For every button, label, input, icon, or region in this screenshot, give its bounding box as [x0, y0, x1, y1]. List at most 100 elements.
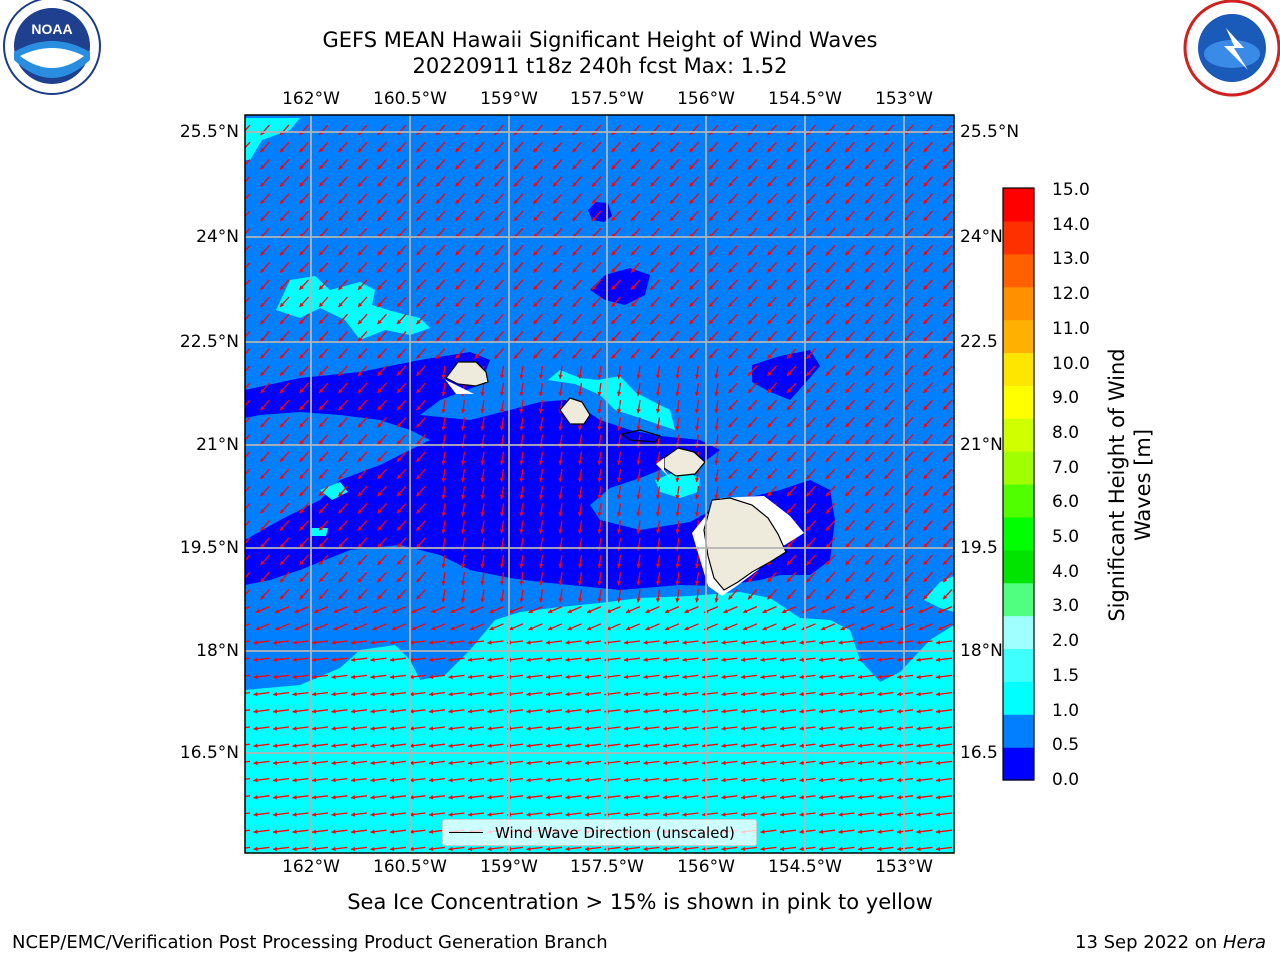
wind-wave-arrowhead: [858, 743, 863, 748]
wind-wave-arrowhead: [884, 560, 889, 565]
wind-wave-arrowhead: [650, 216, 655, 221]
wind-wave-arrowhead: [884, 595, 889, 600]
wind-wave-arrowhead: [748, 251, 753, 256]
wind-wave-arrowhead: [280, 440, 285, 445]
wind-wave-arrowhead: [838, 691, 843, 697]
wave-height-band-1.0-1.5-se-patch: [310, 528, 328, 536]
wind-wave-arrowhead: [858, 795, 863, 800]
wind-wave-arrowhead: [475, 199, 480, 204]
wind-wave-arrowhead: [358, 474, 363, 479]
wind-wave-arrowhead: [468, 709, 473, 714]
wind-wave-arrowhead: [826, 285, 831, 290]
wind-wave-arrowhead: [331, 726, 336, 731]
wind-wave-arrowhead: [429, 777, 434, 783]
wind-wave-arrowhead: [358, 319, 363, 325]
wind-wave-arrowhead: [650, 354, 655, 359]
wind-wave-arrowhead: [728, 199, 733, 204]
wind-wave-arrowhead: [319, 354, 324, 359]
wind-wave-arrowhead: [923, 251, 928, 256]
wind-wave-arrowhead: [331, 760, 336, 766]
wind-wave-arrowhead: [943, 182, 948, 187]
wind-wave-arrowhead: [236, 626, 241, 630]
wind-wave-arrowhead: [631, 199, 636, 204]
wind-wave-arrowhead: [636, 408, 641, 414]
wind-wave-arrowhead: [526, 726, 531, 731]
wind-wave-arrowhead: [572, 285, 577, 290]
wind-wave-arrowhead: [319, 474, 324, 479]
wind-wave-arrowhead: [624, 640, 629, 645]
wind-wave-arrowhead: [416, 388, 421, 393]
wind-wave-arrowhead: [611, 285, 616, 290]
wind-wave-arrowhead: [558, 374, 563, 379]
wind-wave-arrowhead: [397, 371, 402, 376]
wind-wave-arrowhead: [845, 474, 850, 479]
figure-caption: Sea Ice Concentration > 15% is shown in …: [347, 890, 933, 914]
wind-wave-arrowhead: [780, 846, 785, 852]
wind-wave-arrowhead: [865, 371, 870, 376]
wind-wave-arrowhead: [234, 847, 238, 851]
wind-wave-arrowhead: [294, 626, 299, 631]
wind-wave-arrowhead: [611, 302, 616, 307]
wind-wave-arrowhead: [780, 709, 785, 714]
wind-wave-arrowhead: [845, 319, 850, 325]
wind-wave-arrowhead: [441, 391, 446, 396]
wind-wave-arrowhead: [631, 354, 636, 359]
wind-wave-arrowhead: [546, 674, 551, 680]
wind-wave-arrowhead: [865, 251, 870, 256]
wind-wave-arrowhead: [468, 657, 473, 662]
wind-wave-arrowhead: [558, 391, 563, 396]
wind-wave-arrowhead: [728, 388, 733, 393]
wind-wave-arrowhead: [397, 302, 402, 307]
wind-wave-arrowhead: [377, 371, 382, 376]
wind-wave-arrowhead: [299, 595, 304, 600]
wind-wave-arrowhead: [897, 674, 902, 680]
wind-wave-arrowhead: [299, 285, 304, 290]
wind-wave-arrowhead: [655, 494, 661, 500]
wind-wave-arrowhead: [487, 760, 492, 766]
wind-wave-arrowhead: [819, 657, 824, 662]
wind-wave-arrowhead: [897, 777, 902, 783]
wind-wave-arrowhead: [682, 691, 687, 697]
wind-wave-arrowhead: [918, 609, 923, 613]
wind-wave-arrowhead: [845, 165, 850, 170]
wind-wave-arrowhead: [234, 812, 238, 816]
colorbar-tick-label: 1.5: [1052, 665, 1080, 686]
wind-wave-arrowhead: [333, 626, 338, 631]
wind-wave-arrowhead: [826, 491, 831, 497]
wind-wave-arrowhead: [682, 657, 687, 662]
colorbar-tick-label: 15.0: [1052, 180, 1090, 200]
wind-wave-arrowhead: [597, 529, 602, 534]
wind-wave-arrowhead: [480, 598, 485, 603]
wind-wave-arrowhead: [643, 691, 648, 697]
wind-wave-arrowhead: [494, 182, 499, 187]
wind-wave-arrowhead: [526, 846, 531, 852]
wind-wave-arrowhead: [499, 580, 505, 586]
wind-wave-arrowhead: [319, 509, 324, 514]
wind-wave-arrowhead: [728, 474, 733, 479]
wind-wave-arrowhead: [943, 147, 948, 153]
wind-wave-arrowhead: [273, 829, 278, 834]
wind-wave-arrowhead: [616, 374, 622, 379]
lon-tick-top: 159°W: [480, 89, 538, 109]
wind-wave-arrowhead: [397, 405, 402, 411]
wind-wave-arrowhead: [689, 216, 694, 221]
wind-wave-arrowhead: [448, 760, 453, 766]
wind-wave-arrowhead: [675, 374, 680, 379]
wind-wave-arrowhead: [397, 388, 402, 393]
wind-wave-arrowhead: [636, 391, 641, 396]
wind-wave-arrowhead: [748, 474, 753, 479]
wind-wave-arrowhead: [509, 626, 514, 631]
wind-wave-arrowhead: [338, 388, 343, 393]
wind-wave-arrowhead: [460, 529, 466, 534]
wind-wave-arrowhead: [865, 302, 870, 307]
wind-wave-arrowhead: [377, 354, 382, 359]
wind-wave-arrowhead: [721, 726, 726, 731]
wind-wave-arrowhead: [253, 709, 258, 714]
wind-wave-arrowhead: [806, 216, 811, 221]
wind-wave-arrowhead: [767, 595, 772, 600]
wind-wave-arrowhead: [480, 563, 485, 568]
wind-wave-arrowhead: [597, 408, 602, 414]
wind-wave-arrowhead: [514, 251, 519, 256]
wind-wave-arrowhead: [475, 216, 480, 221]
wind-wave-arrowhead: [358, 405, 363, 411]
